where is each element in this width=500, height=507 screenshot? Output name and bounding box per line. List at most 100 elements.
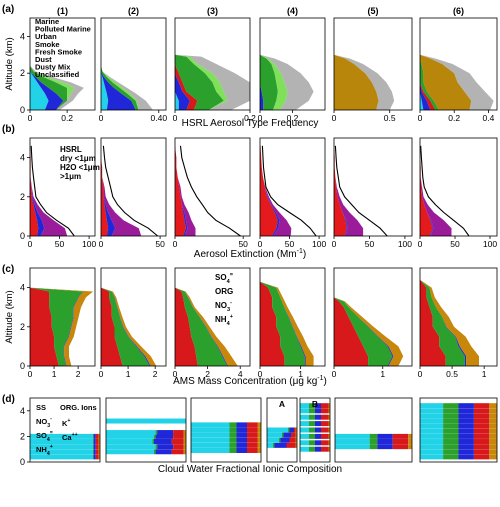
- composition-bar-segment: [191, 437, 230, 443]
- composition-bar-segment: [328, 440, 330, 446]
- composition-bar-segment: [191, 442, 230, 448]
- composition-bar-segment: [328, 421, 330, 427]
- extinction-6-area-0: [420, 145, 433, 236]
- composition-bar-segment: [93, 449, 94, 455]
- extinction-1-area-0: [30, 145, 39, 236]
- ams-frame: [100, 267, 167, 367]
- composition-bar-segment: [183, 430, 186, 436]
- x-tick-label: 50: [238, 239, 248, 249]
- composition-bar-segment: [489, 439, 497, 445]
- panel-number: (3): [207, 6, 218, 16]
- composition-bar-segment: [328, 414, 330, 420]
- composition-bar-segment: [30, 449, 93, 455]
- composition-bar-segment: [247, 442, 258, 448]
- x-tick-label: 0: [173, 369, 178, 379]
- composition-bar-segment: [328, 427, 330, 433]
- composition-bar-segment: [335, 444, 370, 450]
- composition-bar-segment: [420, 413, 444, 419]
- composition-bar-segment: [229, 442, 237, 448]
- composition-bar-segment: [191, 447, 230, 453]
- ionic-frame: [29, 397, 101, 463]
- ams-frame: [259, 267, 326, 367]
- composition-bar-segment: [30, 439, 93, 445]
- ams-frame: [174, 267, 251, 367]
- composition-bar-segment: [489, 403, 497, 409]
- composition-bar-segment: [473, 449, 490, 455]
- composition-bar-segment: [171, 449, 184, 455]
- composition-bar-segment: [458, 449, 474, 455]
- type-freq-5-area-1: [334, 54, 395, 110]
- ionic-frame: [419, 397, 498, 463]
- composition-bar-segment: [473, 433, 490, 439]
- composition-bar-segment: [458, 418, 474, 424]
- x-axis-label: AMS Mass Concentration (μg kg-1): [173, 375, 327, 387]
- y-tick-label: 4: [20, 283, 25, 293]
- legend-entry: dry <1μm: [60, 154, 96, 163]
- composition-bar-segment: [93, 444, 94, 450]
- composition-bar-segment: [183, 439, 186, 445]
- composition-bar-segment: [247, 422, 258, 428]
- composition-bar-segment: [392, 439, 409, 445]
- composition-bar-segment: [236, 437, 247, 443]
- y-tick-label: 2: [20, 192, 25, 202]
- composition-bar-segment: [473, 454, 490, 460]
- type-freq-3-area-1: [175, 54, 190, 110]
- hsrl-line-2: [102, 145, 159, 237]
- composition-bar-segment: [489, 423, 497, 429]
- composition-bar-segment: [335, 439, 370, 445]
- type-freq-frame: [100, 17, 167, 111]
- ams-4-area-1: [260, 281, 305, 366]
- x-tick-label: 1: [52, 369, 57, 379]
- x-tick-label: 0: [258, 369, 263, 379]
- composition-bar-segment: [408, 439, 412, 445]
- type-freq-3-area-2: [175, 54, 198, 110]
- composition-bar-segment: [155, 433, 174, 439]
- extinction-4-area-0: [260, 145, 278, 236]
- type-freq-frame: [419, 17, 498, 111]
- composition-bar-segment: [300, 414, 309, 420]
- composition-bar-segment: [229, 422, 237, 428]
- ams-5-area-1: [334, 295, 393, 366]
- x-tick-label: 100: [398, 239, 412, 249]
- composition-bar-segment: [155, 430, 158, 436]
- y-tick-label: 2: [20, 68, 25, 78]
- hsrl-line-1: [30, 145, 75, 237]
- composition-bar-segment: [443, 444, 459, 450]
- x-tick-label: 0: [28, 113, 33, 123]
- composition-bar-segment: [328, 446, 330, 452]
- composition-bar-segment: [300, 427, 309, 433]
- composition-bar-segment: [443, 423, 459, 429]
- composition-bar-segment: [408, 444, 412, 450]
- composition-bar-segment: [420, 439, 444, 445]
- composition-bar-segment: [173, 430, 184, 436]
- composition-bar-segment: [267, 427, 288, 433]
- composition-bar-segment: [473, 403, 490, 409]
- ams-6-area-3: [420, 279, 479, 366]
- hsrl-line-4: [261, 145, 317, 237]
- x-tick-label: 100: [312, 239, 326, 249]
- y-tick-label: 0: [20, 361, 25, 371]
- subpanel-title: B: [312, 399, 318, 409]
- x-tick-label: 0: [99, 113, 104, 123]
- composition-bar-segment: [309, 446, 315, 452]
- composition-bar-segment: [473, 413, 490, 419]
- x-tick-label: 0: [418, 369, 423, 379]
- x-tick-label: 100: [483, 239, 497, 249]
- ams-frame: [29, 267, 96, 367]
- composition-bar-segment: [458, 454, 474, 460]
- composition-bar-segment: [420, 403, 444, 409]
- composition-bar-segment: [93, 454, 96, 460]
- extinction-frame: [419, 137, 498, 237]
- row-label-b: (b): [2, 124, 15, 135]
- ionic-frame: [105, 397, 187, 463]
- composition-bar-segment: [191, 422, 230, 428]
- type-freq-5-area-0: [334, 54, 379, 110]
- composition-bar-segment: [155, 449, 172, 455]
- composition-bar-segment: [315, 408, 321, 414]
- composition-bar-segment: [267, 432, 282, 438]
- subpanel-title: A: [279, 399, 285, 409]
- composition-bar-segment: [289, 427, 294, 433]
- hsrl-line-3: [179, 145, 241, 237]
- composition-bar-segment: [95, 433, 99, 439]
